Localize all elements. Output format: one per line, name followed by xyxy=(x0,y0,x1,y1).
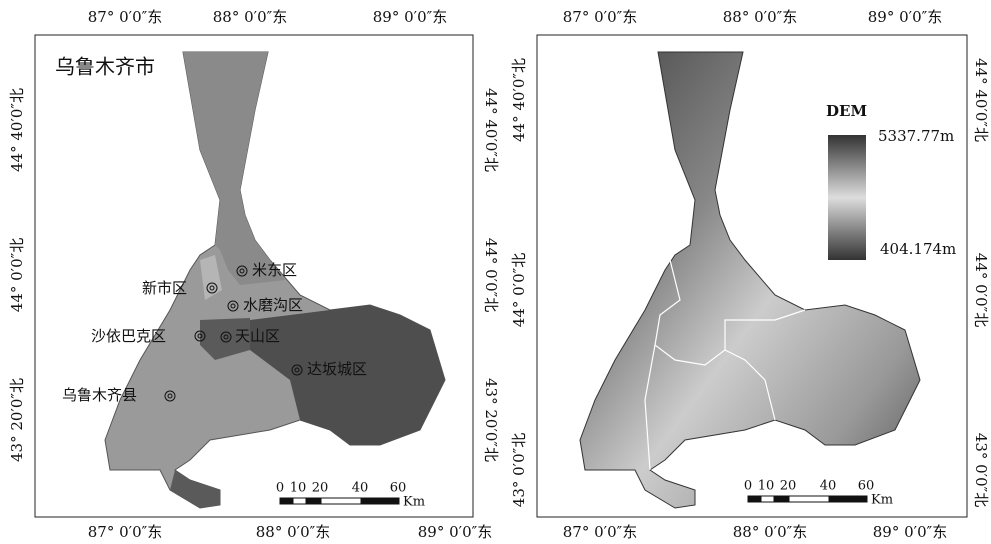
district-label: 乌鲁木齐县 xyxy=(62,386,137,404)
left-label: 44° 0′0″北 xyxy=(8,238,26,312)
top-label: 89° 0′0″东 xyxy=(373,8,447,26)
right-label: 44° 0′0″北 xyxy=(972,253,990,327)
bottom-label: 89° 0′0″东 xyxy=(418,523,492,541)
county-tail xyxy=(170,470,220,508)
scale-tick: 40 xyxy=(820,479,837,494)
district-label: 达坂城区 xyxy=(307,360,367,378)
right-map: DEM 5337.77m 404.174m 87° 0′0″东 88° 0′0″… xyxy=(510,8,990,541)
top-label: 87° 0′0″东 xyxy=(563,8,637,26)
scale-tick: 40 xyxy=(352,481,369,496)
top-label: 89° 0′0″东 xyxy=(868,8,942,26)
right-label: 44° 40′0″北 xyxy=(972,58,990,142)
dem-surface xyxy=(580,52,920,508)
left-label: 44° 40′0″北 xyxy=(8,88,26,172)
legend-ramp xyxy=(828,135,866,260)
top-label: 88° 0′0″东 xyxy=(213,8,287,26)
scale-tick: 10 xyxy=(758,479,775,494)
bottom-label: 87° 0′0″东 xyxy=(563,523,637,541)
legend-title: DEM xyxy=(826,102,867,120)
right-label: 44° 0′0″北 xyxy=(482,238,500,312)
scale-tick: 20 xyxy=(312,481,329,496)
bottom-label: 89° 0′0″东 xyxy=(873,523,947,541)
district-label: 新市区 xyxy=(142,279,187,297)
scale-tick: 20 xyxy=(780,479,797,494)
bottom-label: 88° 0′0″东 xyxy=(733,523,807,541)
scale-bar xyxy=(748,496,867,502)
left-label: 43° 0′0″北 xyxy=(510,433,528,507)
scale-tick: 60 xyxy=(858,479,875,494)
scale-tick: 60 xyxy=(390,481,407,496)
district-label: 米东区 xyxy=(252,261,297,279)
bottom-label: 87° 0′0″东 xyxy=(88,523,162,541)
top-label: 88° 0′0″东 xyxy=(723,8,797,26)
scale-tick: 10 xyxy=(290,481,307,496)
map-figure: 乌鲁木齐市 87° 0′0″东 88° 0′0″东 89° 0′0″东 87° … xyxy=(0,0,991,544)
right-label: 43° 20′0″北 xyxy=(482,378,500,462)
scale-unit: Km xyxy=(403,495,425,510)
district-label: 水磨沟区 xyxy=(243,296,303,314)
scale-unit: Km xyxy=(871,493,893,508)
scale-tick: 0 xyxy=(276,481,284,496)
scale-bar xyxy=(280,498,399,504)
left-label: 43° 20′0″北 xyxy=(8,378,26,462)
right-label: 43° 0′0″北 xyxy=(972,433,990,507)
scale-tick: 0 xyxy=(744,479,752,494)
left-label: 44° 0′0″北 xyxy=(510,253,528,327)
left-label: 44° 40′0″北 xyxy=(510,58,528,142)
bottom-label: 88° 0′0″东 xyxy=(256,523,330,541)
left-map: 乌鲁木齐市 87° 0′0″东 88° 0′0″东 89° 0′0″东 87° … xyxy=(8,8,500,541)
legend-max: 5337.77m xyxy=(878,127,954,145)
right-label: 44° 40′0″北 xyxy=(482,88,500,172)
map-title: 乌鲁木齐市 xyxy=(55,55,155,79)
legend-min: 404.174m xyxy=(880,240,956,258)
district-label: 天山区 xyxy=(235,327,280,345)
top-label: 87° 0′0″东 xyxy=(88,8,162,26)
district-label: 沙依巴克区 xyxy=(91,327,166,345)
midong-region xyxy=(183,52,285,285)
